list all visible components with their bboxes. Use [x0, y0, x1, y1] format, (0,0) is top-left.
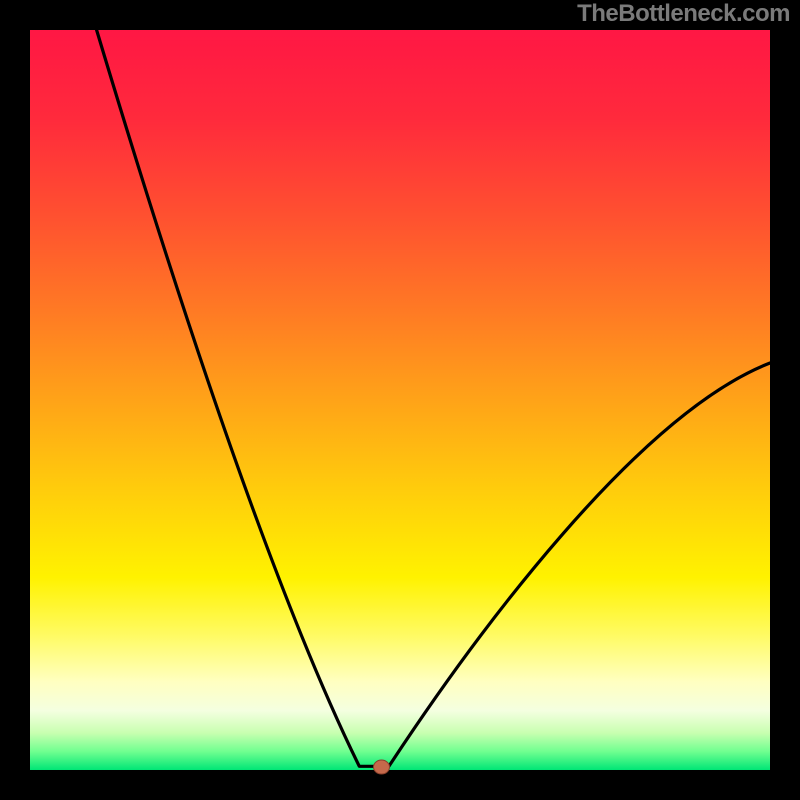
watermark-text: TheBottleneck.com [577, 0, 790, 28]
bottleneck-chart [0, 0, 800, 800]
optimal-point-marker [374, 760, 390, 774]
plot-background [30, 30, 770, 770]
chart-container: TheBottleneck.com [0, 0, 800, 800]
